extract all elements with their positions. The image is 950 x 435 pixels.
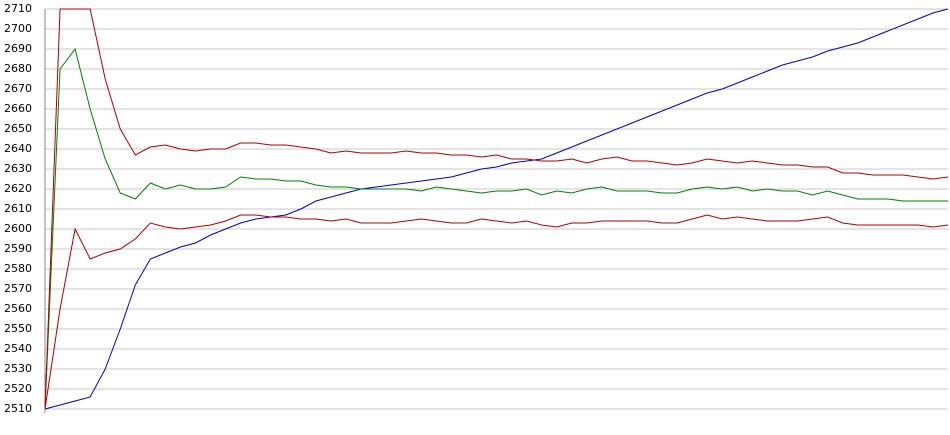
y-tick-label: 2530 — [4, 362, 32, 375]
y-tick-label: 2600 — [4, 222, 32, 235]
series-line — [44, 8, 949, 410]
y-tick-label: 2630 — [4, 162, 32, 175]
y-tick-label: 2660 — [4, 102, 32, 115]
y-tick-label: 2510 — [4, 402, 32, 415]
series-line — [44, 47, 948, 410]
y-tick-label: 2650 — [4, 122, 32, 135]
y-tick-label: 2560 — [4, 302, 32, 315]
series-line — [44, 8, 949, 410]
y-tick-label: 2590 — [4, 242, 32, 255]
y-tick-label: 2520 — [4, 382, 32, 395]
y-tick-label: 2700 — [4, 22, 32, 35]
y-tick-label: 2690 — [4, 42, 32, 55]
y-tick-label: 2620 — [4, 182, 32, 195]
y-tick-label: 2550 — [4, 322, 32, 335]
y-tick-label: 2670 — [4, 82, 32, 95]
y-tick-label: 2680 — [4, 62, 32, 75]
series-line — [44, 214, 949, 410]
y-tick-label: 2610 — [4, 202, 32, 215]
y-tick-label: 2580 — [4, 262, 32, 275]
y-tick-label: 2710 — [4, 2, 32, 15]
y-tick-label: 2540 — [4, 342, 32, 355]
y-tick-label: 2640 — [4, 142, 32, 155]
y-tick-label: 2570 — [4, 282, 32, 295]
